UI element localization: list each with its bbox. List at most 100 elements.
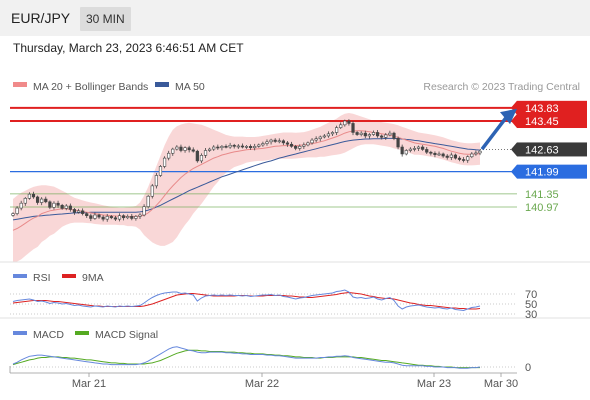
candle-body <box>162 157 167 167</box>
candle-body <box>44 198 48 203</box>
candle-body <box>240 145 245 148</box>
candle-body <box>380 135 384 138</box>
candle-body <box>85 213 89 216</box>
candle-body <box>404 150 408 155</box>
candle-body <box>212 146 216 150</box>
candle-body <box>56 202 60 206</box>
macd-legend-swatch-1 <box>75 331 89 335</box>
currency-pair-title: EUR/JPY <box>11 10 71 26</box>
macd-legend-label-1: MACD Signal <box>95 329 158 341</box>
candle-body <box>367 134 371 137</box>
candle-body <box>187 147 191 151</box>
forecast-arrow-shaft <box>480 114 510 151</box>
candle-body <box>306 142 310 146</box>
candle-body <box>351 123 355 133</box>
candle-body <box>31 193 36 198</box>
candle-body <box>392 132 396 139</box>
candle-body <box>158 166 163 176</box>
candle-body <box>298 146 302 149</box>
level-label-0: 143.83 <box>525 103 559 115</box>
x-tick-label-0: Mar 21 <box>72 378 106 390</box>
candle-body <box>294 146 298 149</box>
rsi-level-label-1: 50 <box>525 299 537 311</box>
candle-body <box>269 139 273 143</box>
candle-body <box>408 148 412 151</box>
candle-body <box>208 148 212 151</box>
legend-swatch-1 <box>155 82 169 87</box>
candle-body <box>23 198 27 204</box>
macd-legend-swatch-0 <box>13 331 27 335</box>
level-tag-0 <box>517 100 587 115</box>
candle-body <box>35 196 40 203</box>
candle-body <box>375 132 380 137</box>
candle-body <box>457 157 462 160</box>
candle-body <box>203 150 208 156</box>
candle-body <box>105 216 109 220</box>
candle-body <box>273 139 277 142</box>
candle-body <box>441 153 445 157</box>
candle-body <box>15 207 19 214</box>
candle-body <box>453 154 458 159</box>
candle-body <box>89 215 93 219</box>
candle-body <box>314 138 318 141</box>
candle-body <box>310 139 314 144</box>
candle-body <box>52 202 56 208</box>
candle-body <box>363 132 367 137</box>
legend-label-0: MA 20 + Bollinger Bands <box>33 81 148 93</box>
candle-body <box>437 153 441 156</box>
x-tick-label-1: Mar 22 <box>245 378 279 390</box>
candle-body <box>27 193 31 199</box>
candle-body <box>167 152 171 159</box>
candle-body <box>11 213 15 216</box>
legend-swatch-0 <box>13 82 27 87</box>
candle-body <box>416 146 421 149</box>
bollinger-band <box>13 113 480 262</box>
candle-body <box>122 215 126 219</box>
candle-body <box>470 153 474 158</box>
candle-body <box>388 132 392 136</box>
macd-level-label-0: 0 <box>525 362 531 374</box>
candle-body <box>126 216 130 219</box>
level-tag-3 <box>517 164 587 179</box>
candle-body <box>138 214 142 217</box>
candle-body <box>93 214 97 219</box>
candle-body <box>146 195 150 207</box>
candle-body <box>224 146 228 148</box>
candle-body <box>97 214 101 218</box>
macd-signal-line <box>12 349 480 369</box>
candle-body <box>150 185 154 197</box>
candle-body <box>228 144 232 148</box>
rsi-legend-label-0: RSI <box>33 272 51 284</box>
candle-body <box>449 154 453 158</box>
candle-body <box>429 151 433 154</box>
candle-body <box>117 215 122 220</box>
candle-body <box>171 148 175 154</box>
candle-body <box>236 145 240 148</box>
level-label-2: 142.63 <box>525 144 559 156</box>
candle-body <box>425 149 429 153</box>
candle-body <box>195 150 199 162</box>
candle-body <box>244 146 249 148</box>
candle-body <box>183 147 187 151</box>
candle-body <box>277 140 281 143</box>
candle-body <box>474 152 478 155</box>
candle-body <box>64 205 68 209</box>
level-label-1: 143.45 <box>525 116 559 128</box>
candle-body <box>326 133 331 137</box>
level-label-5: 140.97 <box>525 202 559 214</box>
candle-body <box>81 210 85 214</box>
forecast-arrow-head <box>500 108 517 125</box>
rsi-legend-swatch-1 <box>62 274 76 278</box>
level-tag-notch-1 <box>511 114 517 128</box>
macd-line <box>12 346 481 369</box>
candle-body <box>335 127 339 133</box>
candle-body <box>445 155 449 158</box>
candle-body <box>433 152 437 155</box>
top-bar: EUR/JPY 30 MIN <box>0 0 590 36</box>
timeframe-button[interactable]: 30 MIN <box>80 7 131 31</box>
candle-body <box>199 155 204 162</box>
candle-body <box>400 146 404 155</box>
candle-body <box>384 134 388 138</box>
candle-body <box>285 142 290 145</box>
